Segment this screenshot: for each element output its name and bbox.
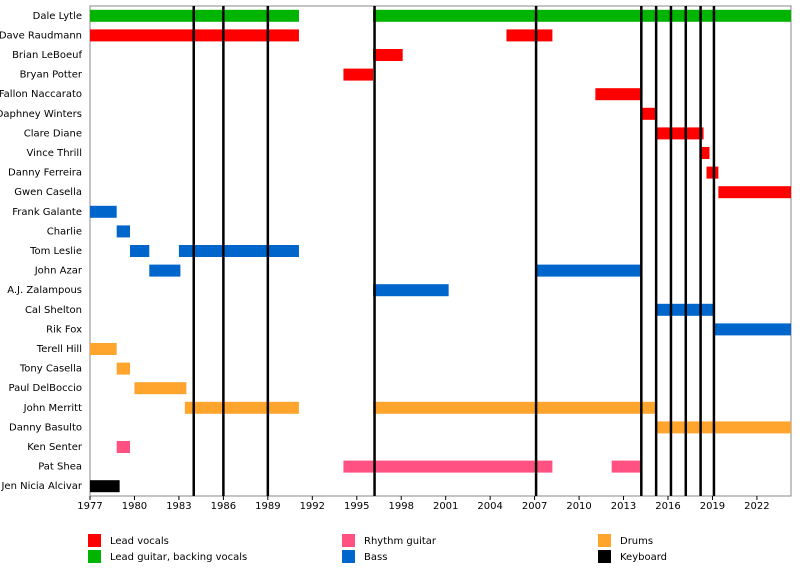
y-tick-label: A.J. Zalampous xyxy=(7,285,82,296)
y-tick-label: Danny Ferreira xyxy=(8,168,82,179)
y-tick-label: Dale Lytle xyxy=(33,11,82,22)
y-tick-label: Fallon Naccarato xyxy=(0,89,82,100)
legend-swatch xyxy=(598,534,611,547)
x-tick-label: 2019 xyxy=(700,501,725,512)
x-tick-label: 2013 xyxy=(611,501,636,512)
y-tick-label: Terell Hill xyxy=(36,344,82,355)
x-tick-label: 1986 xyxy=(211,501,236,512)
y-tick-label: Bryan Potter xyxy=(20,70,83,81)
legend-label: Rhythm guitar xyxy=(364,536,437,547)
y-tick-label: Cal Shelton xyxy=(25,305,82,316)
bar xyxy=(90,343,117,355)
y-tick-label: Ken Senter xyxy=(27,442,83,453)
x-tick-label: 2004 xyxy=(477,501,502,512)
bar xyxy=(700,147,710,159)
y-tick-label: Paul DelBoccio xyxy=(8,383,82,394)
bar xyxy=(656,421,791,434)
y-tick-label: Dave Raudmann xyxy=(0,30,82,41)
bar xyxy=(706,166,719,179)
legend-label: Bass xyxy=(364,552,387,563)
y-tick-label: Vince Thrill xyxy=(27,148,82,159)
x-tick-label: 1977 xyxy=(77,501,102,512)
y-tick-label: Clare Diane xyxy=(24,128,82,139)
bar xyxy=(536,264,642,277)
x-tick-label: 2010 xyxy=(566,501,591,512)
bar xyxy=(506,29,553,42)
legend-label: Drums xyxy=(620,536,653,547)
y-tick-label: John Merritt xyxy=(23,403,82,414)
legend-label: Lead vocals xyxy=(110,536,169,547)
bar xyxy=(595,88,642,101)
x-tick-label: 1983 xyxy=(166,501,191,512)
legend-swatch xyxy=(88,550,101,563)
bar xyxy=(184,401,299,414)
bar xyxy=(178,245,299,257)
legend-swatch xyxy=(342,550,355,563)
x-tick-label: 1998 xyxy=(388,501,413,512)
bar xyxy=(90,205,117,218)
legend-swatch xyxy=(88,534,101,547)
legend-swatch xyxy=(342,534,355,547)
bar xyxy=(134,382,187,395)
legend-swatch xyxy=(598,550,611,563)
bar xyxy=(611,460,642,473)
bar xyxy=(713,323,791,336)
y-tick-label: Tony Casella xyxy=(19,364,82,375)
y-tick-label: Danny Basulto xyxy=(9,422,82,433)
bar xyxy=(130,245,150,257)
y-tick-label: Jen Nicia Alcivar xyxy=(0,481,82,492)
x-tick-label: 1989 xyxy=(255,501,280,512)
y-tick-label: Brian LeBoeuf xyxy=(12,50,82,61)
x-tick-label: 2022 xyxy=(744,501,769,512)
bar xyxy=(90,480,120,493)
bar xyxy=(343,68,374,81)
y-tick-label: Tom Leslie xyxy=(29,246,82,257)
y-tick-label: Pat Shea xyxy=(38,462,82,473)
x-tick-label: 2016 xyxy=(655,501,680,512)
x-tick-label: 2001 xyxy=(433,501,458,512)
bar xyxy=(718,186,791,199)
legend-label: Keyboard xyxy=(620,552,667,563)
bar xyxy=(149,264,181,277)
plot-area xyxy=(89,5,792,497)
y-tick-label: Gwen Casella xyxy=(14,187,82,198)
bar xyxy=(116,441,131,453)
legend-label: Lead guitar, backing vocals xyxy=(110,552,247,563)
x-tick-label: 2007 xyxy=(522,501,547,512)
y-tick-label: John Azar xyxy=(34,266,83,277)
bar xyxy=(343,460,553,473)
x-tick-label: 1980 xyxy=(122,501,147,512)
y-tick-label: Frank Galante xyxy=(12,207,82,218)
y-tick-label: Charlie xyxy=(47,226,82,237)
y-tick-label: Daphney Winters xyxy=(0,109,82,120)
bar xyxy=(373,9,791,22)
bar xyxy=(373,284,449,297)
x-tick-label: 1992 xyxy=(300,501,325,512)
bar xyxy=(373,401,657,414)
x-tick-label: 1995 xyxy=(344,501,369,512)
bar xyxy=(656,127,704,140)
bar xyxy=(641,107,657,120)
bar xyxy=(116,225,131,238)
y-tick-label: Rik Fox xyxy=(46,324,82,335)
bar xyxy=(116,362,131,375)
bar xyxy=(373,49,403,61)
